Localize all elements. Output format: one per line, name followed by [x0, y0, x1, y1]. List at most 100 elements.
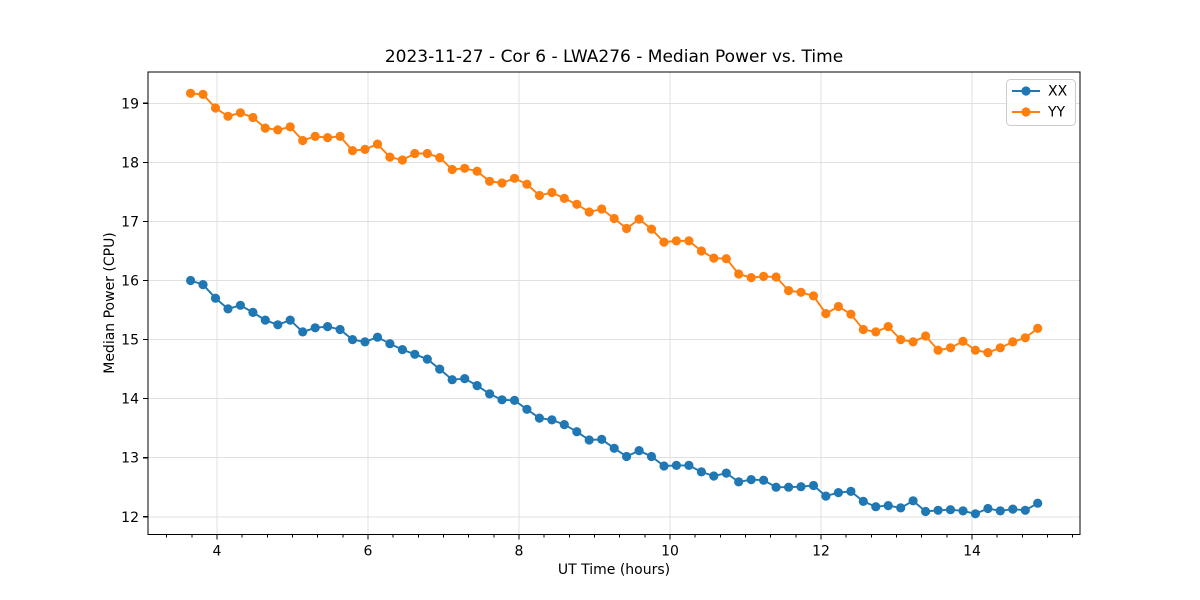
series-YY-marker — [198, 89, 208, 99]
series-XX-marker — [970, 509, 981, 519]
series-YY-marker — [821, 309, 831, 319]
series-XX-marker — [210, 293, 221, 303]
series-XX-marker — [883, 501, 893, 511]
series-YY-marker — [186, 88, 196, 98]
legend-marker — [1021, 86, 1031, 96]
series-XX-marker — [846, 486, 856, 496]
series-XX-marker — [746, 475, 756, 485]
series-XX-marker — [771, 482, 781, 492]
series-XX-marker — [796, 482, 806, 492]
series-YY-marker — [933, 345, 943, 355]
series-XX-marker — [298, 327, 308, 337]
series-YY-marker — [472, 166, 482, 176]
series-XX-marker — [609, 443, 619, 453]
series-YY-marker — [858, 324, 868, 335]
series-YY-marker — [422, 148, 432, 159]
series-YY-marker — [572, 199, 582, 209]
series-XX-marker — [921, 506, 931, 517]
series-YY-marker — [285, 122, 295, 132]
series-YY-marker — [559, 193, 569, 203]
series-XX-marker — [995, 506, 1005, 516]
chart-title: 2023-11-27 - Cor 6 - LWA276 - Median Pow… — [385, 47, 843, 67]
series-XX-marker — [945, 505, 956, 515]
series-XX-marker — [833, 488, 844, 498]
x-tick-label: 12 — [812, 544, 830, 560]
series-XX-marker — [958, 506, 968, 516]
series-YY-marker — [896, 335, 906, 345]
series-YY-marker — [808, 291, 819, 301]
series-XX-marker — [248, 307, 258, 317]
series-YY-marker — [734, 269, 744, 279]
y-tick-label: 12 — [121, 510, 139, 526]
series-XX-marker — [497, 395, 507, 405]
x-tick-label: 4 — [213, 544, 222, 560]
series-XX-marker — [646, 451, 657, 462]
series-XX-marker — [360, 337, 370, 347]
series-XX-marker — [422, 354, 432, 364]
series-YY-marker — [634, 214, 644, 224]
series-YY-marker — [273, 125, 283, 135]
series-XX-marker — [547, 415, 557, 425]
series-XX-marker — [1008, 504, 1018, 514]
series-XX-marker — [385, 339, 395, 349]
series-XX-marker — [659, 461, 669, 471]
series-XX-marker — [235, 300, 245, 310]
series-YY-marker — [347, 146, 358, 156]
series-XX-marker — [634, 446, 644, 456]
series-YY-marker — [709, 253, 719, 263]
legend-label: XX — [1048, 84, 1068, 100]
series-YY-marker — [945, 343, 956, 353]
series-YY-marker — [460, 163, 470, 173]
y-tick-label: 18 — [121, 155, 139, 171]
series-YY-marker — [360, 144, 370, 154]
series-XX-marker — [522, 404, 532, 414]
series-XX-marker — [821, 491, 831, 501]
series-XX-marker — [472, 381, 482, 391]
series-XX-marker — [447, 375, 457, 385]
series-YY-marker — [759, 271, 769, 281]
series-XX-marker — [721, 468, 731, 478]
series-XX-marker — [347, 335, 358, 345]
series-YY-marker — [983, 348, 993, 358]
series-XX-marker — [223, 304, 233, 314]
series-XX-marker — [671, 460, 682, 470]
series-YY-marker — [696, 246, 707, 256]
series-YY-marker — [970, 345, 981, 355]
series-YY-marker — [584, 207, 594, 217]
x-tick-label: 8 — [515, 544, 524, 560]
series-YY-marker — [721, 254, 731, 264]
series-YY-marker — [622, 223, 632, 234]
series-YY-marker — [335, 131, 345, 141]
series-YY-marker — [1020, 333, 1030, 343]
series-XX-marker — [734, 477, 744, 487]
series-YY-marker — [410, 148, 420, 159]
x-tick-label: 6 — [364, 544, 373, 560]
series-XX-marker — [435, 364, 445, 374]
series-YY-marker — [646, 224, 657, 234]
y-tick-label: 14 — [121, 392, 139, 408]
series-YY-marker — [597, 204, 607, 214]
series-XX-marker — [410, 349, 420, 359]
series-XX-marker — [460, 374, 470, 384]
series-YY-marker — [833, 301, 844, 312]
series-YY-marker — [771, 272, 781, 282]
series-XX-marker — [871, 502, 881, 512]
series-XX-marker — [572, 427, 582, 437]
x-tick-label: 10 — [661, 544, 679, 560]
legend-marker — [1021, 107, 1031, 117]
series-YY-marker — [372, 139, 383, 149]
series-YY-marker — [796, 287, 806, 297]
series-XX-marker — [908, 496, 918, 506]
series-YY-marker — [883, 322, 893, 332]
series-XX-marker — [198, 280, 208, 290]
series-YY-marker — [298, 135, 308, 146]
series-YY-marker — [684, 236, 694, 246]
series-XX-marker — [372, 332, 383, 342]
y-tick-label: 15 — [121, 333, 139, 349]
series-XX-marker — [709, 471, 719, 481]
series-XX-marker — [684, 460, 694, 470]
series-YY-marker — [921, 331, 931, 341]
series-YY-marker — [671, 236, 682, 246]
series-XX-marker — [784, 482, 794, 492]
series-YY-marker — [235, 108, 245, 118]
